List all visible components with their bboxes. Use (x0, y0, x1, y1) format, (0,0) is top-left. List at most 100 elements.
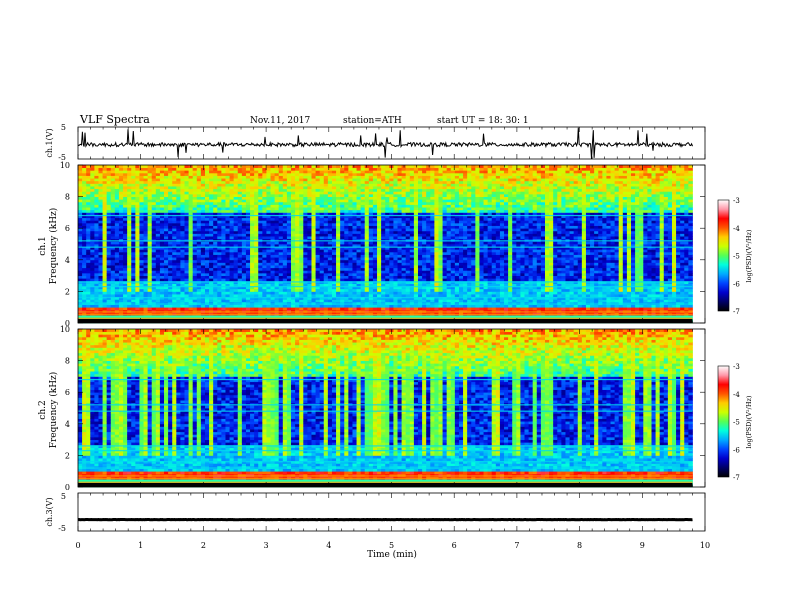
spectrogram-cell (98, 299, 103, 303)
spectrogram-cell (311, 191, 316, 195)
spectrogram-cell (209, 204, 214, 208)
spectrogram-cell (405, 246, 411, 250)
spectrogram-cell (237, 217, 243, 221)
spectrogram-cell (127, 230, 132, 234)
spectrogram-cell (131, 175, 136, 179)
spectrogram-cell (143, 204, 149, 208)
spectrogram-cell (282, 228, 288, 232)
spectrogram-cell (245, 270, 251, 274)
spectrogram-cell (147, 267, 153, 271)
spectrogram-cell (106, 251, 112, 255)
spectrogram-cell (241, 246, 247, 250)
spectrogram-cell (135, 196, 140, 200)
spectrogram-cell (356, 307, 362, 311)
spectrogram-cell (360, 201, 366, 205)
spectrogram-cell (295, 191, 300, 195)
spectrogram-cell (336, 288, 341, 292)
spectrogram-cell (348, 186, 353, 190)
spectrogram-cell (266, 199, 271, 203)
spectrogram-cell (331, 186, 337, 190)
spectrogram-cell (123, 220, 128, 224)
spectrogram-cell (352, 228, 357, 232)
spectrogram-cell (250, 167, 255, 171)
spectrogram-cell (204, 201, 210, 205)
spectrogram-cell (143, 262, 149, 266)
spectrogram-cell (397, 262, 403, 266)
spectrogram-cell (241, 249, 247, 253)
spectrogram-cell (274, 294, 280, 298)
spectrogram-cell (94, 246, 99, 250)
spectrogram-cell (364, 233, 370, 237)
spectrogram-cell (213, 172, 218, 176)
spectrogram-cell (204, 288, 210, 292)
spectrogram-cell (106, 222, 112, 226)
spectrogram-cell (98, 286, 103, 290)
spectrogram-cell (364, 259, 370, 263)
spectrogram-cell (147, 186, 153, 190)
spectrogram-cell (303, 254, 308, 258)
spectrogram-cell (245, 212, 251, 216)
spectrogram-cell (233, 262, 239, 266)
spectrogram-cell (295, 236, 300, 240)
spectrogram-cell (233, 180, 239, 184)
spectrogram-cell (336, 191, 341, 195)
spectrogram-cell (397, 291, 403, 295)
spectrogram-cell (311, 246, 316, 250)
spectrogram-cell (360, 267, 366, 271)
spectrogram-cell (143, 283, 149, 287)
spectrogram-cell (286, 178, 292, 182)
spectrogram-cell (282, 199, 288, 203)
spectrogram-cell (176, 233, 181, 237)
spectrogram-cell (188, 170, 194, 174)
spectrogram-cell (241, 215, 247, 219)
spectrogram-cell (315, 294, 321, 298)
spectrogram-cell (385, 270, 390, 274)
spectrogram-cell (250, 196, 255, 200)
spectrogram-cell (98, 167, 103, 171)
spectrogram-cell (131, 267, 136, 271)
spectrogram-cell (327, 207, 333, 211)
spectrogram-cell (315, 267, 321, 271)
spectrogram-cell (311, 201, 316, 205)
spectrogram-cell (221, 307, 226, 311)
spectrogram-cell (131, 257, 136, 261)
spectrogram-cell (270, 207, 276, 211)
spectrogram-cell (94, 241, 99, 245)
spectrogram-cell (86, 215, 91, 219)
spectrogram-cell (159, 283, 165, 287)
spectrogram-cell (172, 183, 177, 187)
spectrogram-cell (340, 267, 345, 271)
spectrogram-cell (229, 201, 235, 205)
spectrogram-cell (135, 183, 140, 187)
spectrogram-cell (221, 204, 226, 208)
spectrogram-cell (393, 228, 398, 232)
spectrogram-cell (110, 315, 116, 319)
spectrogram-cell (295, 267, 300, 271)
spectrogram-cell (327, 236, 333, 240)
spectrogram-cell (262, 272, 267, 276)
spectrogram-cell (307, 244, 312, 248)
spectrogram-cell (221, 167, 226, 171)
spectrogram-cell (307, 278, 312, 282)
spectrogram-cell (143, 288, 149, 292)
spectrogram-cell (118, 288, 124, 292)
spectrogram-cell (200, 233, 206, 237)
spectrogram-cell (106, 183, 112, 187)
spectrogram-cell (184, 196, 190, 200)
spectrogram-cell (262, 188, 267, 192)
spectrogram-cell (123, 249, 128, 253)
spectrogram-cell (344, 259, 349, 263)
spectrogram-cell (389, 222, 394, 226)
spectrogram-cell (278, 265, 284, 269)
spectrogram-cell (233, 212, 239, 216)
spectrogram-cell (110, 178, 116, 182)
spectrogram-cell (106, 275, 112, 279)
spectrogram-cell (213, 188, 218, 192)
spectrogram-cell (254, 193, 259, 197)
spectrogram-cell (131, 272, 136, 276)
spectrogram-cell (192, 225, 198, 229)
spectrogram-cell (106, 244, 112, 248)
spectrogram-cell (151, 217, 157, 221)
spectrogram-cell (229, 288, 235, 292)
spectrogram-cell (155, 265, 161, 269)
